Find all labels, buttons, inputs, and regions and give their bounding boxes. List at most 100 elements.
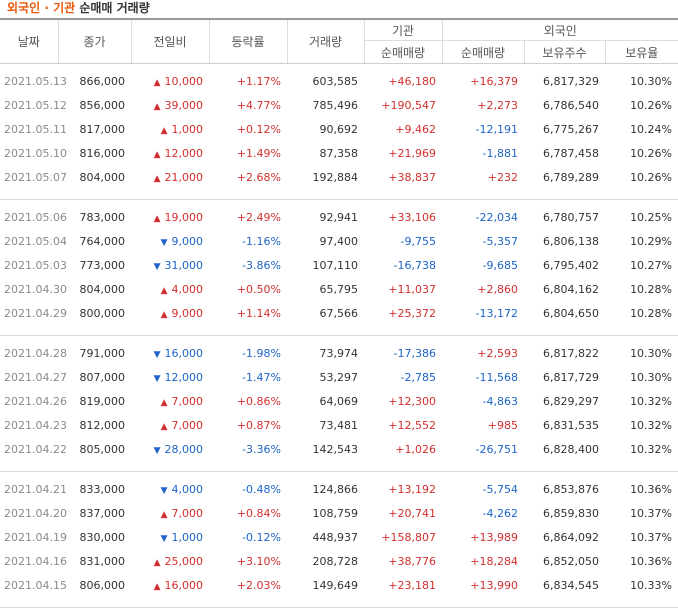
cell-foreign-ratio: 10.37% bbox=[630, 506, 673, 520]
cell-close: 806,000 bbox=[79, 578, 126, 592]
header-close: 종가 bbox=[58, 18, 132, 64]
cell-foreign-holding: 6,787,458 bbox=[543, 146, 599, 160]
cell-volume: 90,692 bbox=[319, 122, 359, 136]
cell-close: 833,000 bbox=[79, 482, 126, 496]
cell-volume: 53,297 bbox=[319, 370, 359, 384]
cell-date: 2021.04.28 bbox=[4, 346, 67, 360]
cell-close: 800,000 bbox=[79, 306, 126, 320]
cell-change: ▲ 25,000 bbox=[131, 549, 209, 573]
table-row: 2021.05.11 817,000 ▲ 1,000 +0.12% 90,692 +9,46… bbox=[0, 117, 678, 141]
cell-close: 816,000 bbox=[79, 146, 126, 160]
table-row: 2021.04.27 807,000 ▼ 12,000 -1.47% 53,297 -2,7… bbox=[0, 365, 678, 389]
cell-change: ▲ 16,000 bbox=[131, 573, 209, 597]
cell-change: ▼ 16,000 bbox=[131, 341, 209, 365]
cell-close: 819,000 bbox=[79, 394, 126, 408]
change-value: 4,000 bbox=[171, 282, 204, 296]
cell-institution-net: +158,807 bbox=[381, 530, 436, 544]
cell-date: 2021.04.22 bbox=[4, 442, 67, 456]
cell-date: 2021.04.27 bbox=[4, 370, 67, 384]
cell-date: 2021.04.15 bbox=[4, 578, 67, 592]
cell-change: ▼ 4,000 bbox=[131, 477, 209, 501]
cell-institution-net: -2,785 bbox=[400, 370, 436, 384]
cell-foreign-net: +13,990 bbox=[470, 578, 518, 592]
cell-foreign-ratio: 10.37% bbox=[630, 530, 673, 544]
cell-rate: -3.36% bbox=[242, 442, 281, 456]
cell-foreign-net: +2,860 bbox=[477, 282, 518, 296]
cell-date: 2021.04.30 bbox=[4, 282, 67, 296]
triangle-up-icon: ▲ bbox=[153, 581, 161, 592]
cell-volume: 97,400 bbox=[319, 234, 359, 248]
cell-close: 812,000 bbox=[79, 418, 126, 432]
cell-foreign-ratio: 10.28% bbox=[630, 306, 673, 320]
cell-foreign-holding: 6,817,822 bbox=[543, 346, 599, 360]
cell-close: 831,000 bbox=[79, 554, 126, 568]
cell-foreign-holding: 6,817,329 bbox=[543, 74, 599, 88]
triangle-up-icon: ▲ bbox=[160, 309, 168, 320]
change-value: 28,000 bbox=[164, 442, 204, 456]
cell-rate: +1.49% bbox=[236, 146, 281, 160]
cell-date: 2021.05.10 bbox=[4, 146, 67, 160]
cell-foreign-net: +2,273 bbox=[477, 98, 518, 112]
cell-foreign-holding: 6,775,267 bbox=[543, 122, 599, 136]
cell-rate: +3.10% bbox=[236, 554, 281, 568]
cell-institution-net: +21,969 bbox=[388, 146, 436, 160]
header-institution-net: 순매매량 bbox=[364, 40, 443, 64]
change-value: 16,000 bbox=[164, 578, 204, 592]
cell-institution-net: +1,026 bbox=[395, 442, 436, 456]
table-row: 2021.05.12 856,000 ▲ 39,000 +4.77% 785,496 +19… bbox=[0, 93, 678, 117]
header-foreign-net: 순매매량 bbox=[442, 40, 525, 64]
cell-rate: +1.17% bbox=[236, 74, 281, 88]
header-volume: 거래량 bbox=[287, 18, 365, 64]
cell-foreign-ratio: 10.30% bbox=[630, 370, 673, 384]
cell-institution-net: +190,547 bbox=[381, 98, 436, 112]
cell-institution-net: +12,300 bbox=[388, 394, 436, 408]
cell-institution-net: +46,180 bbox=[388, 74, 436, 88]
change-value: 4,000 bbox=[171, 482, 204, 496]
cell-institution-net: +12,552 bbox=[388, 418, 436, 432]
change-value: 12,000 bbox=[164, 146, 204, 160]
cell-rate: -1.16% bbox=[242, 234, 281, 248]
title-foreign: 외국인 bbox=[7, 1, 41, 15]
cell-close: 773,000 bbox=[79, 258, 126, 272]
cell-date: 2021.05.04 bbox=[4, 234, 67, 248]
triangle-up-icon: ▲ bbox=[153, 213, 161, 224]
group-divider bbox=[0, 325, 678, 336]
change-value: 12,000 bbox=[164, 370, 204, 384]
header-institution-group: 기관 bbox=[364, 18, 443, 41]
cell-date: 2021.05.03 bbox=[4, 258, 67, 272]
cell-close: 807,000 bbox=[79, 370, 126, 384]
cell-foreign-net: -22,034 bbox=[475, 210, 518, 224]
triangle-up-icon: ▲ bbox=[153, 173, 161, 184]
cell-rate: +1.14% bbox=[236, 306, 281, 320]
triangle-down-icon: ▼ bbox=[160, 533, 168, 544]
cell-foreign-ratio: 10.30% bbox=[630, 346, 673, 360]
cell-date: 2021.04.29 bbox=[4, 306, 67, 320]
cell-close: 783,000 bbox=[79, 210, 126, 224]
cell-volume: 124,866 bbox=[312, 482, 359, 496]
cell-date: 2021.05.06 bbox=[4, 210, 67, 224]
cell-foreign-ratio: 10.32% bbox=[630, 442, 673, 456]
change-value: 1,000 bbox=[171, 122, 204, 136]
cell-foreign-net: -13,172 bbox=[475, 306, 518, 320]
table-row: 2021.05.13 866,000 ▲ 10,000 +1.17% 603,585 +46… bbox=[0, 69, 678, 93]
cell-foreign-holding: 6,852,050 bbox=[543, 554, 599, 568]
table-row: 2021.04.19 830,000 ▼ 1,000 -0.12% 448,937 +158… bbox=[0, 525, 678, 549]
cell-volume: 142,543 bbox=[312, 442, 359, 456]
cell-foreign-ratio: 10.26% bbox=[630, 170, 673, 184]
cell-volume: 64,069 bbox=[319, 394, 359, 408]
cell-rate: +2.03% bbox=[236, 578, 281, 592]
cell-change: ▲ 10,000 bbox=[131, 69, 209, 93]
cell-volume: 149,649 bbox=[312, 578, 359, 592]
cell-institution-net: +13,192 bbox=[388, 482, 436, 496]
table-row: 2021.05.07 804,000 ▲ 21,000 +2.68% 192,884 +38… bbox=[0, 165, 678, 189]
cell-foreign-ratio: 10.33% bbox=[630, 578, 673, 592]
table-row: 2021.05.10 816,000 ▲ 12,000 +1.49% 87,358 +21,… bbox=[0, 141, 678, 165]
cell-volume: 107,110 bbox=[312, 258, 359, 272]
change-value: 9,000 bbox=[171, 234, 204, 248]
cell-foreign-holding: 6,804,650 bbox=[543, 306, 599, 320]
cell-foreign-ratio: 10.24% bbox=[630, 122, 673, 136]
cell-foreign-ratio: 10.28% bbox=[630, 282, 673, 296]
cell-foreign-net: +18,284 bbox=[470, 554, 518, 568]
cell-rate: -3.86% bbox=[242, 258, 281, 272]
cell-volume: 73,481 bbox=[319, 418, 359, 432]
